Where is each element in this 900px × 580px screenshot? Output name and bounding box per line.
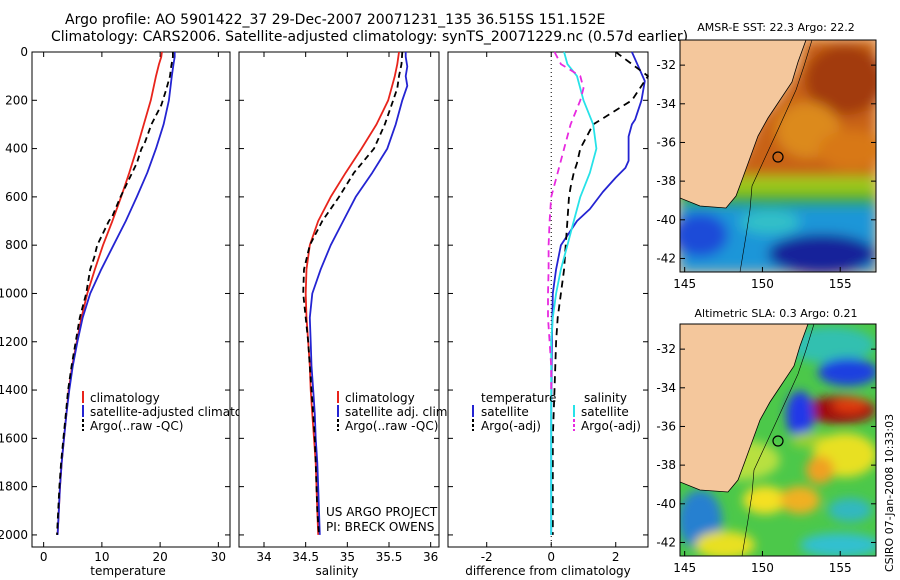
depth-axis: 0 200 400 600 800 1000 1200 1400 1600 1800 2000 [0, 45, 230, 542]
sst-map: AMSR-E SST: 22.3 Argo: 22.2 [656, 21, 877, 291]
lat-tick-label: -40 [656, 497, 676, 511]
difference-y-ticks [448, 51, 648, 536]
legend-header-salinity: salinity [584, 391, 627, 405]
project-credit: US ARGO PROJECT [326, 505, 438, 519]
lat-tick-label: -32 [656, 342, 676, 356]
salinity-y-ticks [239, 51, 439, 536]
x-tick-label: 30 [211, 550, 226, 564]
lon-tick-label: 145 [673, 561, 696, 575]
argo-marker-sla [772, 435, 784, 447]
lon-tick-label: 150 [751, 277, 774, 291]
legend-label-sal-argo: Argo(-adj) [581, 419, 641, 433]
series-line-argo-raw-qc- [56, 52, 174, 535]
lon-tick-label: 145 [673, 277, 696, 291]
lat-tick-label: -40 [656, 213, 676, 227]
temperature-legend: climatology satellite-adjusted climatolo… [82, 391, 268, 433]
depth-tick-label: 800 [5, 238, 28, 252]
x-tick-label: 0 [40, 550, 48, 564]
depth-tick-label: 400 [5, 142, 28, 156]
depth-tick-label: 0 [20, 45, 28, 59]
legend-label-climatology: climatology [345, 391, 415, 405]
climatology-subtitle: Climatology: CARS2006. Satellite-adjuste… [51, 29, 689, 45]
lat-tick-label: -34 [656, 97, 676, 111]
temperature-xlabel: temperature [90, 564, 165, 578]
x-tick-label: 20 [152, 550, 167, 564]
depth-tick-label: 1600 [0, 431, 28, 445]
lat-tick-label: -42 [656, 535, 676, 549]
series-line-temperature-satellite [550, 51, 646, 535]
lat-tick-label: -42 [656, 251, 676, 265]
x-tick-label: 0 [547, 550, 555, 564]
lat-tick-label: -36 [656, 419, 676, 433]
temperature-x-axis: 0 10 20 30 [40, 52, 226, 564]
legend-label-argo: Argo(..raw -QC) [345, 419, 438, 433]
legend-label-temp-satellite: satellite [481, 405, 529, 419]
salinity-axes-box [238, 51, 440, 548]
lat-tick-label: -32 [656, 58, 676, 72]
temperature-profile-lines [56, 51, 176, 535]
depth-tick-label: 1000 [0, 286, 28, 300]
series-line-salinity-argo-adj- [547, 51, 585, 390]
depth-tick-label: 1200 [0, 335, 28, 349]
lon-tick-label: 155 [829, 277, 852, 291]
sla-lat-axis: -32 -34 -36 -38 -40 -42 [656, 342, 876, 549]
salinity-x-axis: 34 34.5 35 35.5 36 [256, 52, 438, 564]
depth-tick-label: 200 [5, 93, 28, 107]
legend-label-argo: Argo(..raw -QC) [90, 419, 183, 433]
lat-tick-label: -38 [656, 458, 676, 472]
temperature-panel: 0 200 400 600 800 1000 1200 1400 1600 1800 2000 0 1… [0, 45, 268, 578]
difference-xlabel: difference from climatology [465, 564, 631, 578]
timestamp-stamp: CSIRO 07-Jan-2008 10:33:03 [883, 414, 896, 572]
series-line-satellite-adj-clim- [308, 52, 409, 535]
salinity-legend: climatology satellite adj. clim. Argo(..… [337, 391, 451, 433]
depth-tick-label: 1400 [0, 383, 28, 397]
lat-tick-label: -38 [656, 174, 676, 188]
salinity-xlabel: salinity [315, 564, 358, 578]
sst-field [680, 40, 876, 272]
salinity-panel: 34 34.5 35 35.5 36 salinity climatology sate… [238, 51, 451, 578]
x-tick-label: 10 [94, 550, 109, 564]
depth-tick-label: 1800 [0, 480, 28, 494]
argo-marker-sst [772, 151, 784, 163]
x-tick-label: 34.5 [292, 550, 319, 564]
pi-credit: PI: BRECK OWENS [326, 520, 434, 534]
legend-label-sal-satellite: satellite [581, 405, 629, 419]
x-tick-label: -2 [481, 550, 493, 564]
legend-label-satellite-adj: satellite adj. clim. [345, 405, 451, 419]
sst-map-title: AMSR-E SST: 22.3 Argo: 22.2 [697, 21, 855, 34]
lon-tick-label: 155 [829, 561, 852, 575]
x-tick-label: 34 [256, 550, 271, 564]
x-tick-label: 35.5 [376, 550, 403, 564]
profile-title: Argo profile: AO 5901422_37 29-Dec-2007 … [65, 12, 606, 28]
x-tick-label: 35 [340, 550, 355, 564]
depth-tick-label: 600 [5, 190, 28, 204]
difference-profile-lines [547, 51, 649, 535]
series-line-argo-raw-qc- [302, 51, 404, 535]
sst-lon-axis: 145 150 155 [673, 267, 852, 291]
legend-label-satellite-adjusted: satellite-adjusted climatology [90, 405, 268, 419]
depth-tick-label: 2000 [0, 528, 28, 542]
series-line-salinity-satellite [550, 51, 598, 535]
lat-tick-label: -36 [656, 135, 676, 149]
legend-label-temp-argo: Argo(-adj) [481, 419, 541, 433]
legend-label-climatology: climatology [90, 391, 160, 405]
sst-lat-axis: -32 -34 -36 -38 -40 -42 [656, 58, 876, 265]
legend-header-temperature: temperature [481, 391, 556, 405]
sla-map: Altimetric SLA: 0.3 Argo: 0.21 [656, 307, 877, 575]
lon-tick-label: 150 [751, 561, 774, 575]
series-line-temperature-argo-adj- [551, 51, 649, 535]
x-tick-label: 2 [612, 550, 620, 564]
sla-map-title: Altimetric SLA: 0.3 Argo: 0.21 [694, 307, 857, 320]
difference-legend: temperature salinity satellite Argo(-adj… [472, 391, 641, 433]
sla-lon-axis: 145 150 155 [673, 551, 852, 575]
sla-field [680, 324, 876, 556]
temperature-axes-box [31, 51, 231, 548]
difference-panel: -2 0 2 difference from climatology tempera… [447, 51, 649, 578]
lat-tick-label: -34 [656, 381, 676, 395]
salinity-profile-lines [302, 51, 409, 535]
x-tick-label: 36 [423, 550, 438, 564]
